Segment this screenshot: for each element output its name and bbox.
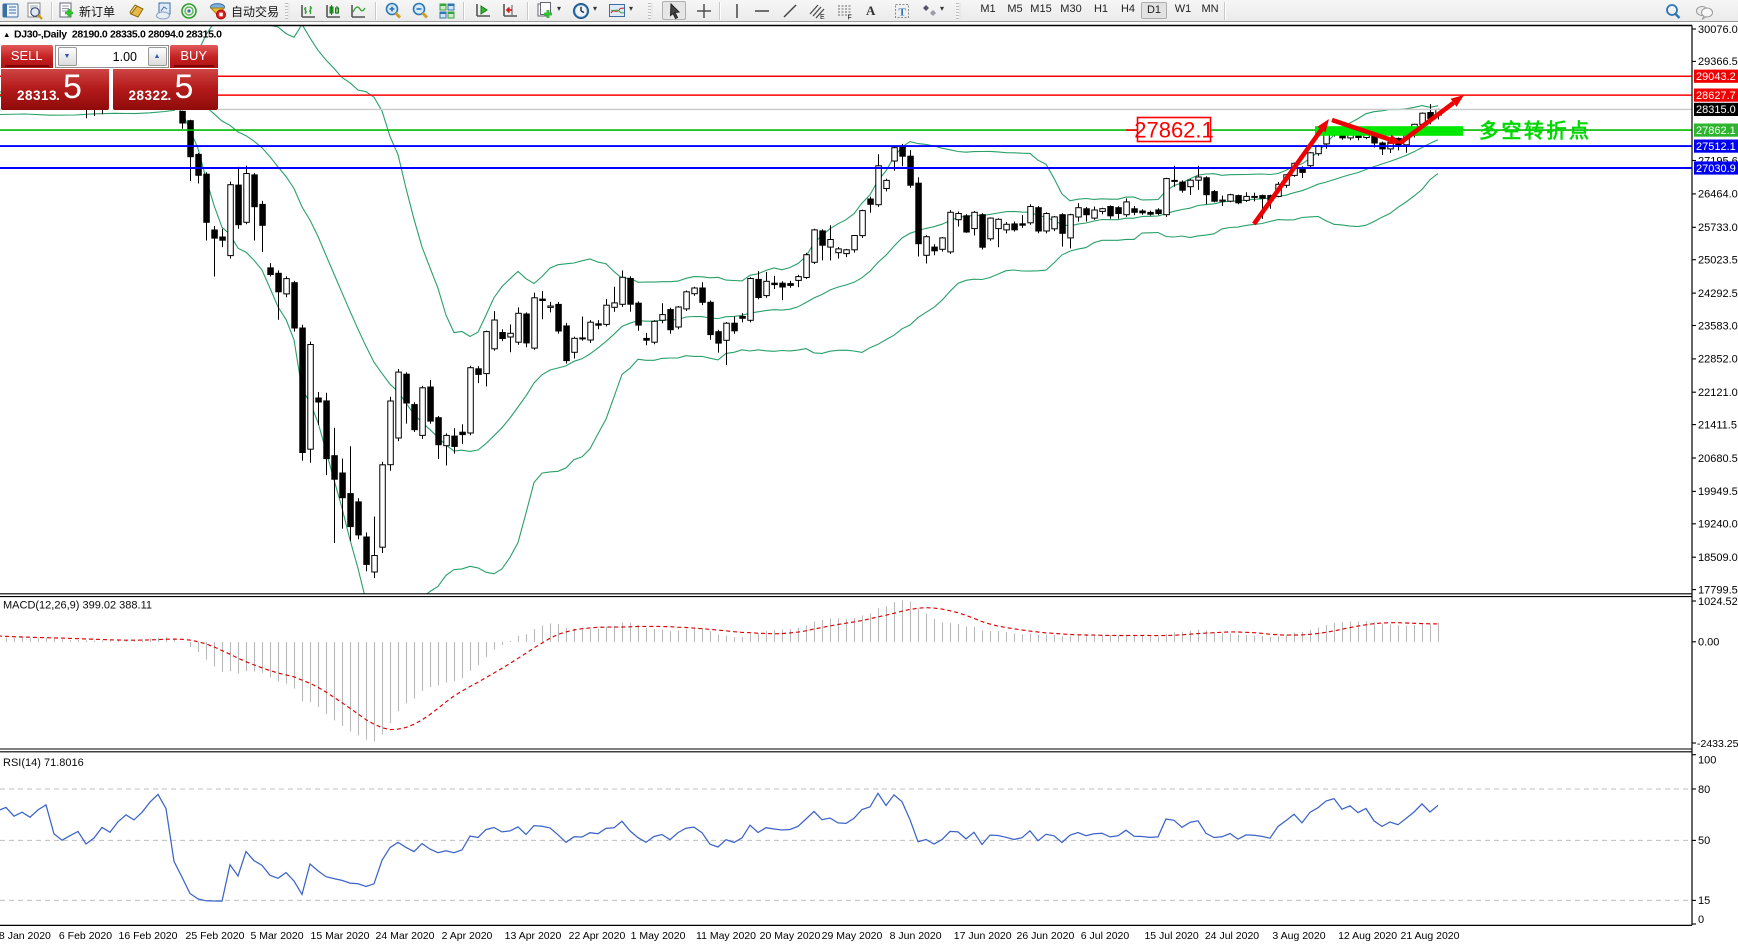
svg-text:25 Feb 2020: 25 Feb 2020: [186, 930, 245, 942]
svg-text:11 May 2020: 11 May 2020: [696, 930, 756, 942]
svg-text:28 Jan 2020: 28 Jan 2020: [0, 930, 51, 942]
svg-text:DJ30-,Daily 28190.0 28335.0 2: DJ30-,Daily 28190.0 28335.0 28094.0 2831…: [14, 29, 222, 41]
svg-text:50: 50: [1698, 835, 1710, 847]
svg-text:24 Jul 2020: 24 Jul 2020: [1205, 930, 1259, 942]
svg-text:20 May 2020: 20 May 2020: [760, 930, 821, 942]
svg-text:15: 15: [1698, 895, 1710, 907]
svg-text:2 Apr 2020: 2 Apr 2020: [442, 930, 493, 942]
svg-text:MACD(12,26,9) 399.02 388.11: MACD(12,26,9) 399.02 388.11: [3, 600, 152, 612]
svg-text:80: 80: [1698, 784, 1710, 796]
svg-text:多空转折点: 多空转折点: [1479, 119, 1592, 143]
svg-text:E: E: [820, 14, 825, 20]
svg-text:5 Mar 2020: 5 Mar 2020: [250, 930, 303, 942]
svg-text:12 Aug 2020: 12 Aug 2020: [1338, 930, 1397, 942]
svg-text:RSI(14) 71.8016: RSI(14) 71.8016: [3, 757, 84, 769]
svg-text:13 Apr 2020: 13 Apr 2020: [505, 930, 562, 942]
svg-text:29043.2: 29043.2: [1696, 71, 1736, 83]
svg-text:0: 0: [1698, 914, 1704, 926]
svg-text:15 Mar 2020: 15 Mar 2020: [311, 930, 370, 942]
svg-text:20680.5: 20680.5: [1698, 453, 1738, 465]
svg-text:1024.52: 1024.52: [1698, 596, 1738, 608]
svg-text:6 Jul 2020: 6 Jul 2020: [1081, 930, 1130, 942]
svg-text:26 Jun 2020: 26 Jun 2020: [1016, 930, 1074, 942]
svg-text:-2433.25: -2433.25: [1697, 738, 1738, 750]
svg-text:17799.5: 17799.5: [1698, 584, 1738, 596]
svg-text:0.00: 0.00: [1698, 637, 1719, 649]
svg-text:21 Aug 2020: 21 Aug 2020: [1401, 930, 1460, 942]
svg-text:16 Feb 2020: 16 Feb 2020: [119, 930, 178, 942]
svg-text:F: F: [848, 15, 852, 21]
svg-text:15 Jul 2020: 15 Jul 2020: [1144, 930, 1198, 942]
svg-text:T: T: [899, 7, 907, 19]
svg-text:29 May 2020: 29 May 2020: [822, 930, 883, 942]
svg-text:28627.7: 28627.7: [1696, 90, 1736, 102]
svg-text:22852.0: 22852.0: [1698, 354, 1738, 366]
svg-text:23583.0: 23583.0: [1698, 320, 1738, 332]
svg-text:19240.0: 19240.0: [1698, 519, 1738, 531]
svg-text:18509.0: 18509.0: [1698, 552, 1738, 564]
svg-text:24292.5: 24292.5: [1698, 288, 1738, 300]
svg-text:22 Apr 2020: 22 Apr 2020: [569, 930, 626, 942]
svg-text:3 Aug 2020: 3 Aug 2020: [1272, 930, 1325, 942]
svg-text:24 Mar 2020: 24 Mar 2020: [376, 930, 435, 942]
svg-text:22121.0: 22121.0: [1698, 387, 1738, 399]
svg-text:30076.0: 30076.0: [1698, 24, 1738, 36]
svg-text:27862.1: 27862.1: [1134, 117, 1214, 142]
svg-text:27512.1: 27512.1: [1696, 141, 1736, 153]
svg-text:17 Jun 2020: 17 Jun 2020: [954, 930, 1012, 942]
svg-text:6 Feb 2020: 6 Feb 2020: [59, 930, 112, 942]
svg-text:25023.5: 25023.5: [1698, 255, 1738, 267]
svg-text:8 Jun 2020: 8 Jun 2020: [890, 930, 942, 942]
svg-text:25733.0: 25733.0: [1698, 222, 1738, 234]
svg-text:1 May 2020: 1 May 2020: [631, 930, 686, 942]
svg-text:100: 100: [1698, 754, 1716, 766]
svg-text:28315.0: 28315.0: [1696, 104, 1736, 116]
svg-text:27030.9: 27030.9: [1696, 163, 1736, 175]
svg-text:19949.5: 19949.5: [1698, 486, 1738, 498]
svg-text:27862.1: 27862.1: [1696, 125, 1736, 137]
svg-text:26464.0: 26464.0: [1698, 189, 1738, 201]
svg-text:29366.5: 29366.5: [1698, 56, 1738, 68]
svg-text:21411.5: 21411.5: [1698, 419, 1737, 431]
svg-text:▲: ▲: [3, 30, 10, 39]
